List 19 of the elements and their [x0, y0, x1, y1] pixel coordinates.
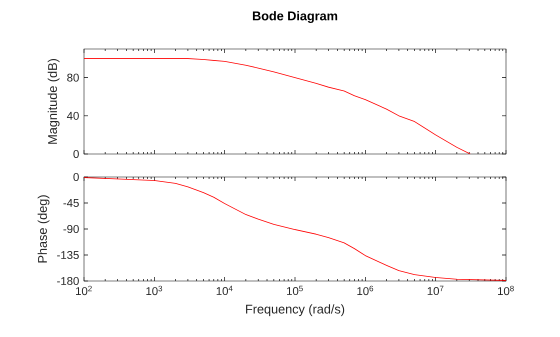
- y-tick-label: -180: [57, 277, 79, 286]
- x-tick-label: 10$^{3}$: [146, 286, 162, 296]
- y-tick-label: 80: [67, 74, 79, 82]
- x-tick-label: 10$^{2}$: [76, 286, 92, 296]
- y-axis-title: Magnitude (dB): [48, 59, 60, 144]
- chart-title: Bode Diagram: [252, 11, 338, 23]
- x-axis-title: Frequency (rad/s): [246, 304, 344, 316]
- y-axis-title: Phase (deg): [38, 195, 50, 262]
- x-tick-label: 10$^{8}$: [498, 286, 514, 296]
- y-tick-label: -45: [63, 199, 79, 207]
- x-tick-label: 10$^{4}$: [216, 286, 233, 296]
- y-tick-label: 0: [73, 150, 79, 158]
- x-tick-label: 10$^{5}$: [287, 286, 303, 296]
- y-tick-label: 40: [66, 112, 79, 120]
- x-tick-label: 10$^{7}$: [428, 286, 444, 296]
- y-tick-label: 0: [73, 173, 79, 182]
- y-tick-label: -135: [57, 251, 79, 260]
- y-tick-label: -90: [63, 225, 79, 234]
- x-tick-label: 10$^{6}$: [357, 286, 374, 296]
